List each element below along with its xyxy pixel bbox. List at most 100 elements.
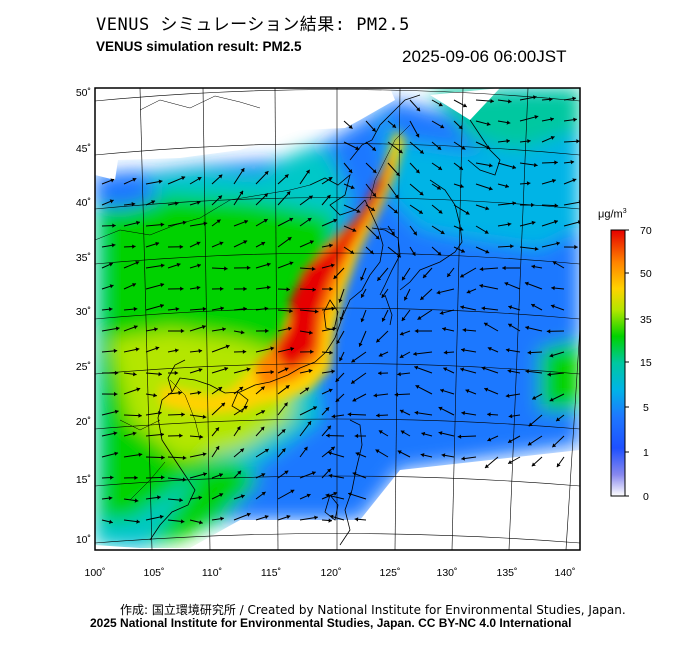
wind-arrow-head bbox=[461, 411, 466, 416]
wind-arrow-head bbox=[263, 219, 268, 223]
wind-arrow-head bbox=[196, 200, 201, 205]
lat-labels: 50˚ 45˚ 40˚ 35˚ 30˚ 25˚ 20˚ 15˚ 10˚ bbox=[76, 87, 91, 546]
wind-arrow-head bbox=[394, 392, 399, 397]
wind-arrow-head bbox=[314, 309, 319, 314]
wind-arrow-head bbox=[314, 515, 318, 520]
wind-arrow-head bbox=[290, 346, 295, 352]
wind-arrow-head bbox=[510, 244, 514, 249]
wind-arrow-head bbox=[525, 325, 530, 330]
wind-arrow-head bbox=[460, 305, 465, 310]
wind-arrow-head bbox=[261, 410, 265, 414]
wind-arrow-head bbox=[244, 219, 248, 224]
wind-arrow-head bbox=[240, 330, 245, 335]
wind-arrow-head bbox=[512, 165, 516, 170]
wind-arrow-head bbox=[531, 303, 536, 308]
lat-label: 15˚ bbox=[76, 474, 91, 486]
wind-arrow-head bbox=[174, 348, 179, 353]
wind-arrow-head bbox=[443, 350, 448, 355]
wind-arrow-head bbox=[198, 368, 203, 373]
colorbar-unit-text: μg/m bbox=[598, 208, 623, 221]
wind-arrow-head bbox=[360, 276, 365, 281]
wind-arrow-head bbox=[329, 243, 333, 248]
wind-arrow-head bbox=[504, 282, 509, 286]
wind-arrow-head bbox=[133, 325, 138, 330]
wind-arrow-head bbox=[485, 206, 490, 211]
wind-arrow-head bbox=[281, 448, 286, 453]
wind-arrow-head bbox=[203, 221, 208, 226]
wind-arrow-head bbox=[289, 261, 294, 266]
wind-arrow-head bbox=[415, 169, 420, 174]
wind-arrow-head bbox=[352, 228, 357, 232]
wind-arrow-head bbox=[335, 398, 340, 402]
wind-arrow-head bbox=[549, 353, 554, 358]
lat-label: 50˚ bbox=[76, 87, 91, 99]
wind-arrow-head bbox=[199, 520, 203, 525]
wind-arrow-head bbox=[136, 220, 140, 225]
colorbar-unit: μg/m3 bbox=[598, 208, 627, 221]
wind-arrow-head bbox=[420, 453, 425, 458]
wind-arrow-head bbox=[243, 286, 247, 292]
wind-arrow-head bbox=[261, 241, 266, 246]
wind-arrow-head bbox=[457, 434, 462, 439]
wind-arrow-head bbox=[351, 379, 356, 384]
wind-arrow-head bbox=[332, 326, 337, 331]
wind-arrow-head bbox=[328, 518, 332, 523]
wind-arrow-head bbox=[508, 460, 513, 464]
wind-arrow-head bbox=[508, 305, 513, 310]
wind-arrow-head bbox=[246, 265, 251, 270]
wind-arrow-head bbox=[547, 372, 551, 377]
wind-arrow-head bbox=[549, 97, 553, 102]
wind-arrow-head bbox=[289, 217, 294, 222]
wind-arrow-head bbox=[531, 462, 536, 467]
wind-arrow-head bbox=[216, 219, 221, 224]
wind-arrow-head bbox=[459, 226, 464, 231]
wind-arrow-head bbox=[352, 472, 357, 476]
wind-arrow-head bbox=[524, 281, 529, 286]
wind-arrow-head bbox=[534, 115, 539, 120]
colorbar: 70 50 35 15 5 1 0 bbox=[610, 225, 652, 503]
wind-arrow-head bbox=[175, 307, 180, 312]
wind-arrow-head bbox=[236, 426, 241, 431]
wind-arrow-head bbox=[284, 470, 289, 475]
wind-arrow-head bbox=[286, 191, 291, 196]
wind-arrow-head bbox=[573, 117, 577, 122]
wind-arrow-head bbox=[393, 209, 398, 214]
wind-arrow-head bbox=[313, 406, 317, 411]
wind-arrow-head bbox=[113, 431, 118, 436]
pm25-map: 50˚ 45˚ 40˚ 35˚ 30˚ 25˚ 20˚ 15˚ 10˚ 100˚… bbox=[76, 87, 652, 579]
wind-arrow-head bbox=[181, 176, 186, 181]
wind-arrow-head bbox=[179, 433, 183, 438]
wind-arrow-head bbox=[132, 177, 137, 182]
wind-arrow-head bbox=[134, 498, 139, 503]
wind-arrow-head bbox=[158, 179, 163, 184]
wind-arrow-head bbox=[438, 406, 443, 411]
timestamp: 2025-09-06 06:00JST bbox=[402, 47, 567, 66]
lon-label: 140˚ bbox=[554, 567, 575, 579]
wind-arrow-head bbox=[532, 395, 537, 400]
wind-arrow-head bbox=[330, 263, 335, 268]
wind-arrow-head bbox=[240, 494, 245, 499]
wind-arrow-head bbox=[552, 261, 557, 265]
wind-arrow-head bbox=[135, 347, 140, 352]
wind-arrow-head bbox=[508, 323, 513, 328]
wind-arrow-head bbox=[531, 220, 536, 225]
wind-arrow-head bbox=[222, 327, 226, 332]
wind-arrow-head bbox=[506, 138, 510, 144]
lon-label: 130˚ bbox=[436, 567, 457, 579]
wind-arrow-head bbox=[348, 124, 353, 129]
wind-arrow-head bbox=[400, 430, 405, 435]
colorbar-tick: 0 bbox=[643, 491, 649, 503]
wind-arrow-head bbox=[460, 367, 465, 372]
colorbar-unit-sup: 3 bbox=[622, 208, 627, 215]
wind-arrow-head bbox=[303, 446, 308, 451]
wind-arrow-head bbox=[436, 290, 441, 295]
wind-arrow-head bbox=[239, 190, 243, 195]
wind-arrow-head bbox=[395, 172, 400, 176]
wind-arrow-head bbox=[160, 432, 164, 437]
wind-arrow-head bbox=[508, 439, 512, 443]
wind-arrow-head bbox=[348, 169, 353, 173]
wind-arrow-head bbox=[339, 316, 344, 321]
wind-arrow-head bbox=[373, 393, 378, 398]
wind-arrow-head bbox=[158, 411, 162, 416]
wind-arrow-head bbox=[219, 241, 224, 246]
